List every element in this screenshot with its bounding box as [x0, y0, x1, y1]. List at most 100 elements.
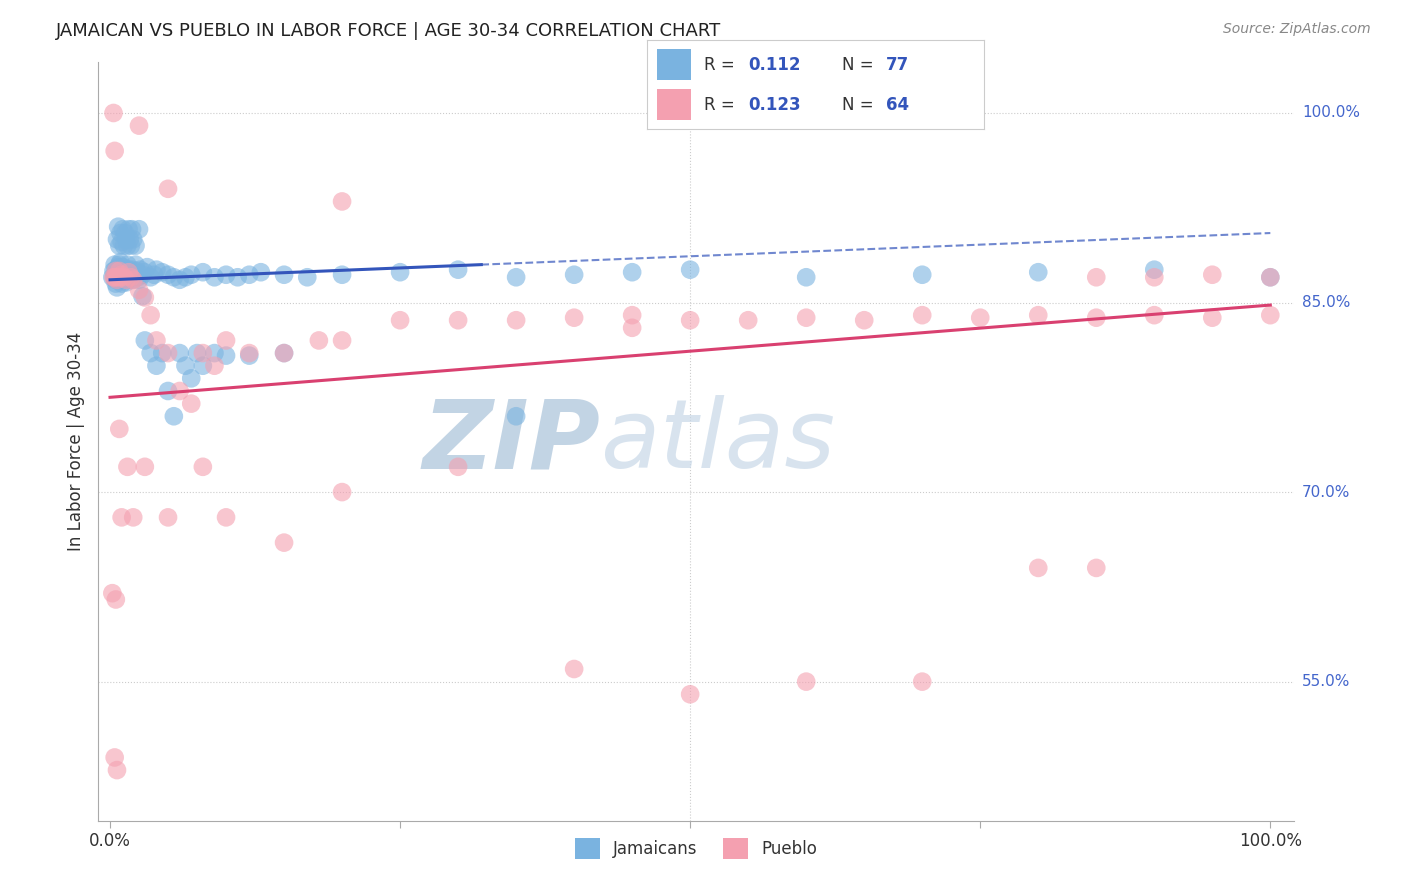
Point: [107, 219, 129, 234]
Point: [104, 270, 127, 285]
Point: [273, 535, 295, 549]
Point: [145, 262, 167, 277]
Point: [794, 310, 817, 325]
Point: [105, 232, 128, 246]
Point: [273, 268, 295, 282]
Point: [115, 232, 138, 246]
Point: [505, 313, 527, 327]
Point: [111, 235, 134, 249]
Point: [174, 270, 197, 285]
Point: [157, 268, 180, 282]
Point: [117, 262, 139, 277]
Point: [215, 268, 238, 282]
Point: [108, 422, 131, 436]
Point: [117, 222, 139, 236]
Point: [134, 265, 156, 279]
Point: [1085, 310, 1108, 325]
Point: [1201, 268, 1223, 282]
Point: [794, 674, 817, 689]
Point: [169, 273, 191, 287]
Point: [118, 232, 141, 246]
Point: [117, 265, 139, 279]
Point: [621, 321, 644, 335]
Point: [157, 510, 180, 524]
Point: [389, 265, 412, 279]
Point: [104, 258, 127, 272]
Point: [112, 238, 135, 252]
Point: [107, 267, 129, 281]
Point: [111, 277, 134, 291]
Point: [562, 310, 585, 325]
Point: [128, 273, 150, 287]
Text: 100.0%: 100.0%: [1302, 105, 1360, 120]
Point: [794, 270, 817, 285]
Point: [111, 260, 134, 275]
Text: 0.123: 0.123: [748, 96, 800, 114]
Point: [136, 260, 159, 275]
Point: [143, 268, 166, 282]
Point: [124, 265, 146, 279]
Point: [104, 264, 127, 278]
Text: ZIP: ZIP: [422, 395, 600, 488]
Point: [145, 359, 167, 373]
Legend: Jamaicans, Pueblo: Jamaicans, Pueblo: [568, 831, 824, 865]
Point: [308, 334, 330, 348]
Point: [104, 144, 127, 158]
Bar: [657, 89, 690, 120]
Point: [139, 270, 162, 285]
Point: [125, 264, 148, 278]
Point: [679, 687, 702, 701]
Point: [111, 262, 134, 277]
Point: [105, 270, 128, 285]
Point: [105, 264, 128, 278]
Point: [505, 270, 527, 285]
Point: [191, 346, 214, 360]
Point: [114, 270, 136, 285]
Text: Source: ZipAtlas.com: Source: ZipAtlas.com: [1223, 22, 1371, 37]
Point: [174, 359, 197, 373]
Point: [238, 346, 260, 360]
Point: [108, 270, 131, 285]
Point: [118, 270, 141, 285]
Text: R =: R =: [704, 56, 740, 74]
Point: [111, 510, 134, 524]
Point: [107, 260, 129, 275]
Point: [104, 277, 127, 291]
Point: [273, 346, 295, 360]
Point: [110, 270, 132, 285]
Point: [191, 359, 214, 373]
Point: [122, 273, 145, 287]
Point: [1258, 270, 1281, 285]
Point: [853, 313, 876, 327]
Text: atlas: atlas: [600, 395, 835, 488]
Point: [117, 238, 139, 252]
Point: [150, 265, 173, 279]
Point: [191, 265, 214, 279]
Point: [238, 268, 260, 282]
Point: [101, 586, 124, 600]
Point: [330, 268, 353, 282]
Point: [150, 346, 173, 360]
Point: [105, 280, 128, 294]
Point: [124, 238, 146, 252]
Point: [111, 270, 134, 285]
Text: 0.112: 0.112: [748, 56, 800, 74]
Point: [110, 265, 132, 279]
Bar: [657, 49, 690, 80]
Point: [1085, 561, 1108, 575]
Point: [191, 459, 214, 474]
Point: [139, 308, 162, 322]
Text: 85.0%: 85.0%: [1302, 295, 1350, 310]
Point: [911, 674, 934, 689]
Point: [128, 283, 150, 297]
Point: [250, 265, 273, 279]
Point: [108, 264, 131, 278]
Point: [1085, 270, 1108, 285]
Point: [115, 268, 138, 282]
Point: [105, 273, 128, 287]
Point: [679, 262, 702, 277]
Point: [505, 409, 527, 424]
Point: [115, 273, 138, 287]
Point: [273, 346, 295, 360]
Point: [157, 346, 180, 360]
